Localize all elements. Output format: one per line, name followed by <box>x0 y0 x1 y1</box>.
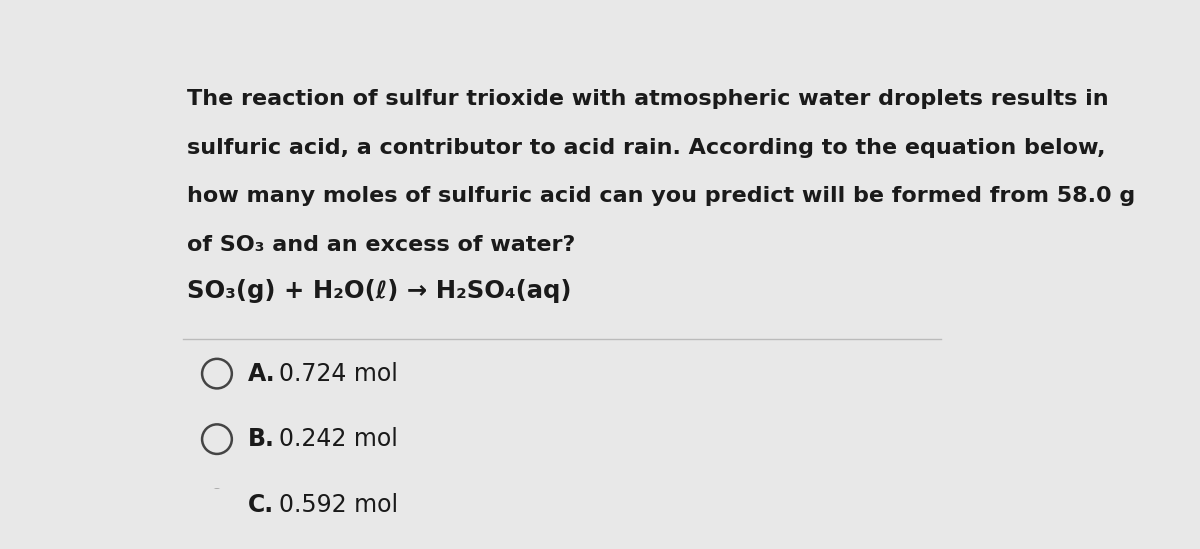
Text: 0.724 mol: 0.724 mol <box>264 362 398 385</box>
Text: how many moles of sulfuric acid can you predict will be formed from 58.0 g: how many moles of sulfuric acid can you … <box>187 186 1135 206</box>
Text: A.: A. <box>247 362 275 385</box>
Text: of SO₃ and an excess of water?: of SO₃ and an excess of water? <box>187 235 576 255</box>
Text: SO₃(g) + H₂O(ℓ) → H₂SO₄(aq): SO₃(g) + H₂O(ℓ) → H₂SO₄(aq) <box>187 279 571 304</box>
Text: The reaction of sulfur trioxide with atmospheric water droplets results in: The reaction of sulfur trioxide with atm… <box>187 89 1109 109</box>
Text: B.: B. <box>247 427 275 451</box>
Text: 0.592 mol: 0.592 mol <box>264 492 398 517</box>
Text: 0.242 mol: 0.242 mol <box>264 427 398 451</box>
Text: C.: C. <box>247 492 274 517</box>
Text: sulfuric acid, a contributor to acid rain. According to the equation below,: sulfuric acid, a contributor to acid rai… <box>187 138 1105 158</box>
